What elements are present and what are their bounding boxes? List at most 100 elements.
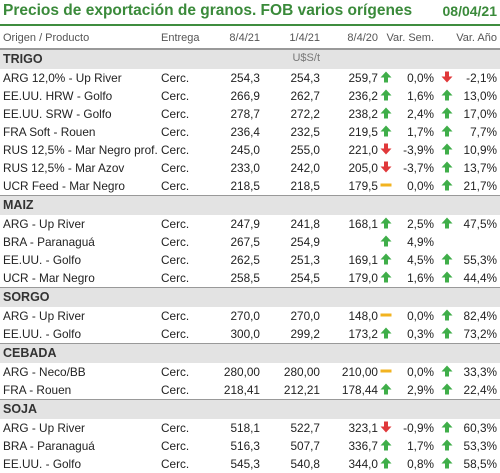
cell-entrega: Cerc. bbox=[161, 327, 190, 341]
trend-up-icon bbox=[380, 107, 392, 119]
cell-var-sem: 0,0% bbox=[407, 365, 434, 379]
cell-price-date3: 169,1 bbox=[348, 253, 378, 267]
cell-var-ano: 53,3% bbox=[463, 439, 497, 453]
cell-price-date2: 232,5 bbox=[290, 125, 320, 139]
cell-entrega: Cerc. bbox=[161, 125, 190, 139]
cell-product: EE.UU. - Golfo bbox=[3, 457, 82, 471]
cell-price-date1: 516,3 bbox=[230, 439, 260, 453]
table-body: TRIGO U$S/t ARG 12,0% - Up River Cerc. 254,3… bbox=[0, 49, 500, 473]
cell-entrega: Cerc. bbox=[161, 383, 190, 397]
cell-entrega: Cerc. bbox=[161, 421, 190, 435]
cell-price-date2: 241,8 bbox=[290, 217, 320, 231]
cell-price-date1: 545,3 bbox=[230, 457, 260, 471]
cell-price-date1: 245,0 bbox=[230, 143, 260, 157]
cell-price-date2: 251,3 bbox=[290, 253, 320, 267]
cell-price-date3: 238,2 bbox=[348, 107, 378, 121]
trend-flat-icon bbox=[380, 365, 392, 377]
cell-var-ano: 55,3% bbox=[463, 253, 497, 267]
table-row: BRA - Paranaguá Cerc. 267,5 254,9 4,9% bbox=[0, 233, 500, 251]
cell-var-sem: 1,6% bbox=[407, 271, 434, 285]
trend-up-icon bbox=[380, 89, 392, 101]
cell-price-date1: 262,5 bbox=[230, 253, 260, 267]
cell-price-date1: 280,00 bbox=[223, 365, 260, 379]
cell-product: FRA Soft - Rouen bbox=[3, 125, 96, 139]
cell-var-ano: 13,0% bbox=[463, 89, 497, 103]
cell-entrega: Cerc. bbox=[161, 365, 190, 379]
table-row: ARG - Up River Cerc. 247,9 241,8 168,1 2,5% 47… bbox=[0, 215, 500, 233]
cell-price-date3: 205,0 bbox=[348, 161, 378, 175]
trend-down-icon bbox=[380, 161, 392, 173]
table-row: FRA - Rouen Cerc. 218,41 212,21 178,44 2,9% 22… bbox=[0, 381, 500, 399]
cell-price-date2: 254,3 bbox=[290, 71, 320, 85]
cell-price-date3: 179,5 bbox=[348, 179, 378, 193]
cell-var-ano: 22,4% bbox=[463, 383, 497, 397]
trend-up-icon bbox=[441, 89, 453, 101]
cell-var-ano: 73,2% bbox=[463, 327, 497, 341]
trend-up-icon bbox=[441, 327, 453, 339]
cell-var-ano: 82,4% bbox=[463, 309, 497, 323]
report-date: 08/04/21 bbox=[442, 3, 498, 19]
cell-price-date2: 270,0 bbox=[290, 309, 320, 323]
cell-product: FRA - Rouen bbox=[3, 383, 72, 397]
cell-product: UCR - Mar Negro bbox=[3, 271, 95, 285]
unit-label: U$S/t bbox=[292, 52, 320, 64]
section-header-cebada: CEBADA bbox=[0, 343, 500, 363]
section-header-sorgo: SORGO bbox=[0, 287, 500, 307]
table-row: UCR - Mar Negro Cerc. 258,5 254,5 179,0 1,6% 4… bbox=[0, 269, 500, 287]
cell-var-ano: 13,7% bbox=[463, 161, 497, 175]
cell-var-sem: 1,7% bbox=[407, 125, 434, 139]
cell-entrega: Cerc. bbox=[161, 271, 190, 285]
cell-var-sem: 1,6% bbox=[407, 89, 434, 103]
cell-product: BRA - Paranaguá bbox=[3, 235, 95, 249]
column-header-date3: 8/4/20 bbox=[347, 32, 378, 44]
cell-var-sem: 2,5% bbox=[407, 217, 434, 231]
cell-var-sem: 0,0% bbox=[407, 179, 434, 193]
trend-up-icon bbox=[441, 253, 453, 265]
trend-up-icon bbox=[441, 365, 453, 377]
cell-entrega: Cerc. bbox=[161, 179, 190, 193]
cell-price-date1: 300,0 bbox=[230, 327, 260, 341]
cell-price-date1: 267,5 bbox=[230, 235, 260, 249]
trend-up-icon bbox=[380, 235, 392, 247]
cell-price-date2: 242,0 bbox=[290, 161, 320, 175]
cell-var-sem: 2,4% bbox=[407, 107, 434, 121]
cell-entrega: Cerc. bbox=[161, 71, 190, 85]
column-header-entrega: Entrega bbox=[161, 32, 200, 44]
section-header-trigo: TRIGO U$S/t bbox=[0, 49, 500, 69]
cell-entrega: Cerc. bbox=[161, 439, 190, 453]
cell-entrega: Cerc. bbox=[161, 161, 190, 175]
table-row: EE.UU. - Golfo Cerc. 300,0 299,2 173,2 0,3% 73… bbox=[0, 325, 500, 343]
cell-var-sem: 2,9% bbox=[407, 383, 434, 397]
cell-price-date2: 299,2 bbox=[290, 327, 320, 341]
cell-price-date3: 323,1 bbox=[348, 421, 378, 435]
cell-product: ARG - Neco/BB bbox=[3, 365, 86, 379]
trend-up-icon bbox=[441, 143, 453, 155]
trend-down-icon bbox=[380, 421, 392, 433]
column-header-name: Origen / Producto bbox=[3, 32, 90, 44]
cell-price-date1: 254,3 bbox=[230, 71, 260, 85]
trend-down-icon bbox=[380, 143, 392, 155]
cell-price-date1: 518,1 bbox=[230, 421, 260, 435]
cell-var-sem: 0,0% bbox=[407, 71, 434, 85]
cell-price-date3: 336,7 bbox=[348, 439, 378, 453]
cell-price-date2: 218,5 bbox=[290, 179, 320, 193]
table-row: RUS 12,5% - Mar Azov Cerc. 233,0 242,0 205,0… bbox=[0, 159, 500, 177]
cell-price-date2: 540,8 bbox=[290, 457, 320, 471]
trend-up-icon bbox=[380, 327, 392, 339]
cell-var-ano: 17,0% bbox=[463, 107, 497, 121]
cell-price-date1: 218,41 bbox=[223, 383, 260, 397]
cell-var-ano: 21,7% bbox=[463, 179, 497, 193]
cell-price-date3: 210,00 bbox=[341, 365, 378, 379]
cell-product: UCR Feed - Mar Negro bbox=[3, 179, 125, 193]
section-title: CEBADA bbox=[3, 346, 57, 360]
cell-product: RUS 12,5% - Mar Azov bbox=[3, 161, 125, 175]
trend-up-icon bbox=[380, 457, 392, 469]
cell-price-date1: 270,0 bbox=[230, 309, 260, 323]
cell-product: BRA - Paranaguá bbox=[3, 439, 95, 453]
cell-product: ARG - Up River bbox=[3, 421, 85, 435]
section-title: TRIGO bbox=[3, 52, 43, 66]
cell-price-date3: 179,0 bbox=[348, 271, 378, 285]
cell-price-date2: 254,9 bbox=[290, 235, 320, 249]
trend-up-icon bbox=[380, 217, 392, 229]
table-row: ARG - Up River Cerc. 518,1 522,7 323,1 -0,9% 6… bbox=[0, 419, 500, 437]
